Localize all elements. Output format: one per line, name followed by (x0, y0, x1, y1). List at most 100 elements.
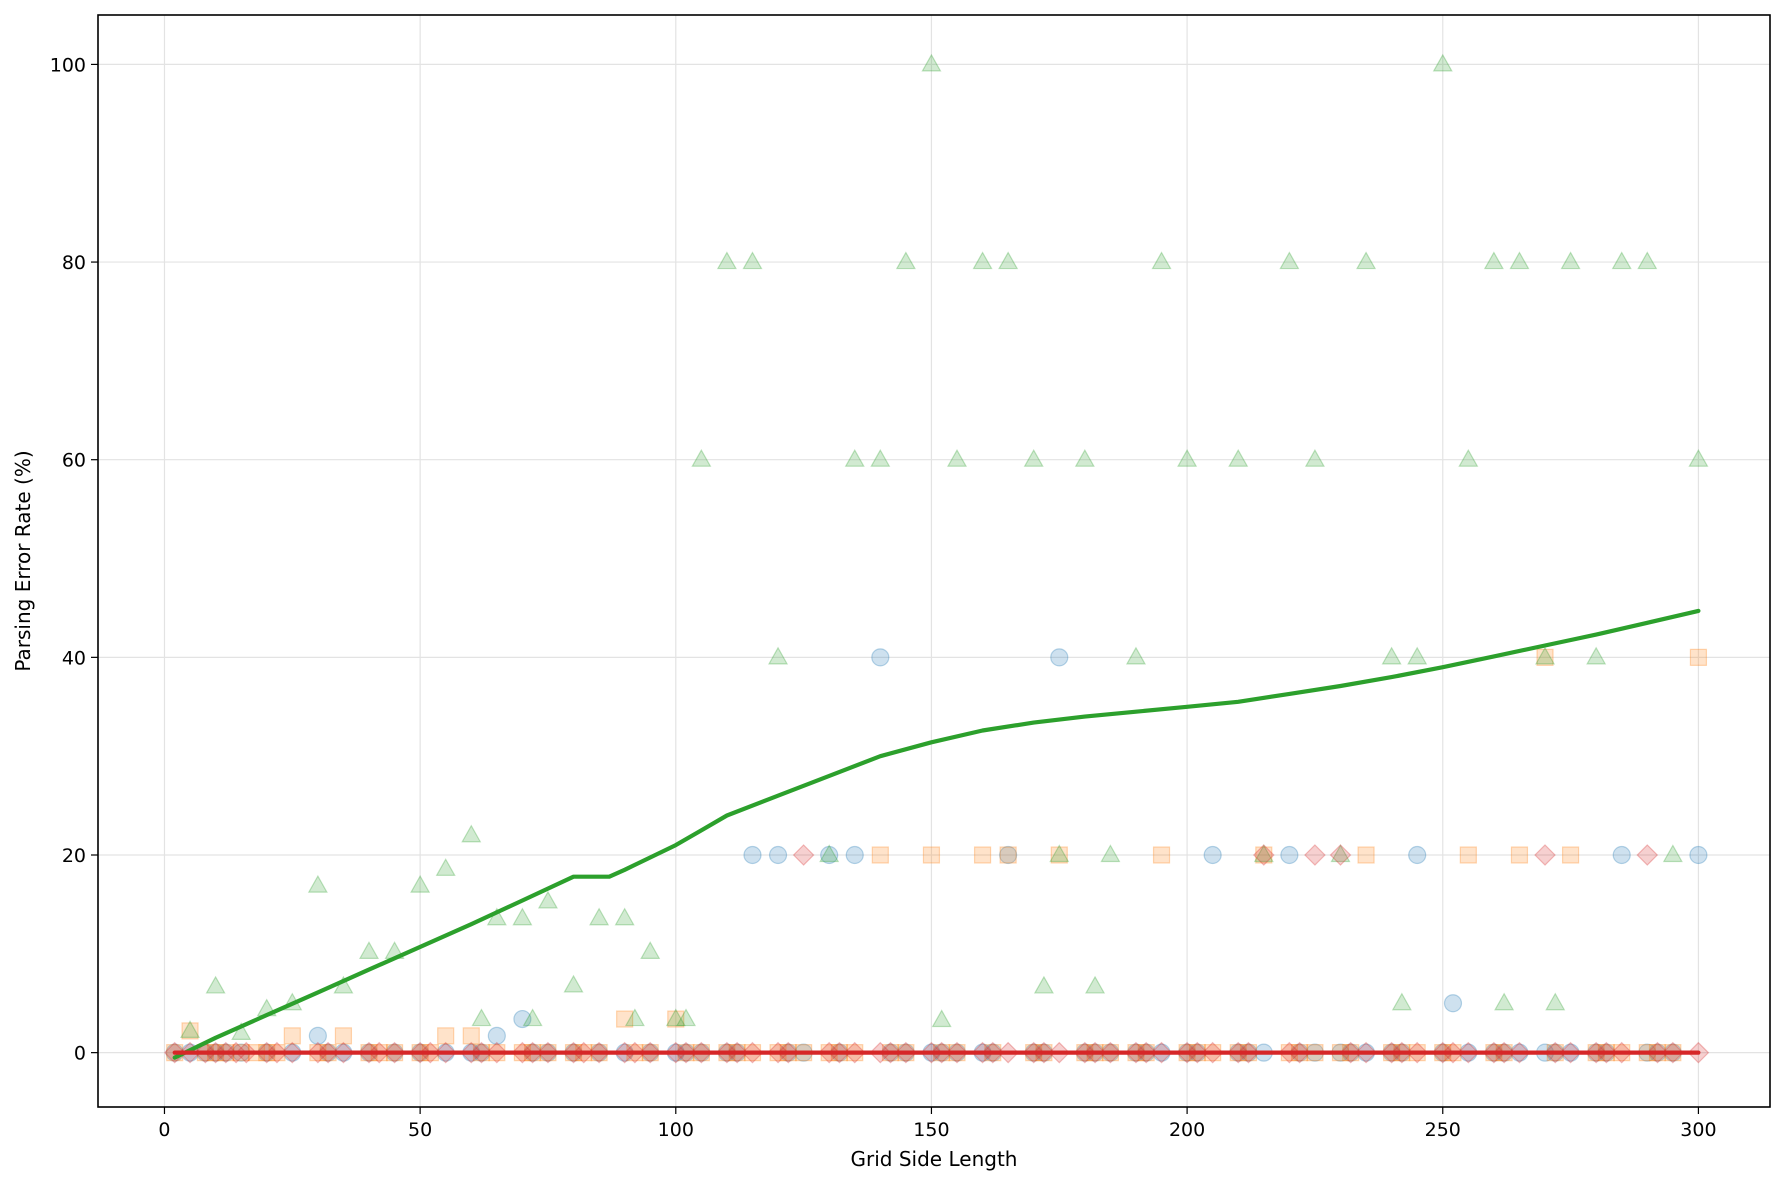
plot-area-frame (97, 14, 1771, 1108)
data-point-circle (1280, 845, 1299, 865)
data-point-diamond (1329, 844, 1352, 866)
data-point-triangle (716, 251, 737, 270)
data-point-triangle (931, 1009, 952, 1028)
data-point-triangle (691, 448, 712, 467)
data-point-triangle (307, 874, 328, 893)
y-tick-label: 100 (50, 54, 86, 76)
data-point-triangle (1432, 53, 1453, 72)
data-point-circle (513, 1009, 532, 1029)
x-tick-label: 150 (913, 1119, 949, 1141)
data-point-square (667, 1010, 685, 1028)
data-point-triangle (675, 1008, 697, 1027)
data-point-triangle (1586, 646, 1607, 665)
data-point-triangle (1458, 448, 1479, 467)
data-point-triangle (1637, 251, 1658, 270)
data-point-square (1561, 846, 1580, 864)
data-point-triangle (1545, 992, 1566, 1011)
data-point-triangle (537, 890, 558, 909)
data-point-triangle (461, 824, 482, 843)
data-point-triangle (819, 844, 840, 863)
data-point-circle (845, 845, 864, 865)
data-point-square (616, 1010, 634, 1028)
x-tick-label: 200 (1169, 1119, 1205, 1141)
data-point-triangle (1253, 844, 1274, 863)
data-point-square (922, 846, 941, 864)
data-point-square (334, 1027, 353, 1045)
data-point-triangle (1688, 448, 1709, 467)
data-point-triangle (1356, 251, 1377, 270)
y-tick-label: 0 (74, 1043, 86, 1065)
data-point-triangle (768, 646, 789, 665)
data-point-square (462, 1027, 480, 1045)
data-point-triangle (1074, 448, 1095, 467)
trend-line (172, 608, 1701, 1060)
data-point-diamond (1534, 844, 1556, 866)
data-point-triangle (1228, 448, 1249, 467)
data-point-triangle (946, 448, 968, 467)
data-point-circle (308, 1026, 327, 1045)
data-point-square (999, 846, 1017, 864)
x-tick-label: 0 (158, 1119, 170, 1141)
data-point-triangle (742, 251, 763, 270)
data-point-square (1510, 846, 1529, 864)
x-tick-label: 300 (1680, 1119, 1716, 1141)
data-point-triangle (435, 858, 456, 876)
data-point-square (1050, 846, 1068, 864)
data-point-triangle (471, 1008, 492, 1027)
data-point-triangle (1177, 448, 1198, 467)
data-point-circle (1689, 845, 1708, 865)
data-point-triangle (972, 251, 993, 270)
data-point-triangle (1662, 844, 1683, 863)
data-point-triangle (1560, 251, 1581, 270)
data-point-diamond (1304, 844, 1326, 866)
data-point-triangle (921, 53, 942, 72)
x-tick-label: 100 (658, 1119, 694, 1141)
data-point-triangle (870, 448, 891, 467)
data-point-circle (820, 845, 839, 865)
data-point-square (1152, 846, 1171, 864)
data-point-triangle (665, 1008, 686, 1027)
data-point-triangle (1023, 448, 1044, 467)
y-tick-label: 40 (62, 647, 86, 669)
data-point-triangle (410, 874, 431, 893)
x-axis-label: Grid Side Length (851, 1147, 1018, 1171)
data-point-triangle (1049, 844, 1070, 863)
data-point-diamond (1252, 844, 1275, 866)
data-point-diamond (792, 844, 815, 866)
data-point-triangle (624, 1008, 645, 1027)
data-point-square (181, 1022, 199, 1040)
data-point-triangle (563, 974, 584, 993)
data-point-triangle (998, 251, 1019, 270)
data-point-circle (1050, 648, 1069, 667)
data-point-triangle (231, 1022, 252, 1040)
data-point-triangle (1085, 975, 1106, 994)
data-point-circle (871, 648, 890, 667)
data-point-square (283, 1027, 301, 1045)
data-point-triangle (1151, 251, 1172, 270)
data-point-triangle (180, 1020, 201, 1039)
data-point-square (973, 846, 992, 864)
data-point-triangle (522, 1008, 543, 1027)
trend-lines (172, 608, 1701, 1060)
data-point-square (1459, 846, 1477, 864)
data-point-triangle (614, 907, 635, 926)
data-point-circle (743, 845, 762, 865)
data-point-triangle (205, 975, 226, 994)
data-point-diamond (1636, 844, 1659, 866)
x-tick-label: 50 (408, 1119, 432, 1141)
data-point-square (1536, 648, 1554, 666)
data-point-circle (1203, 845, 1222, 865)
data-point-triangle (1033, 975, 1054, 994)
data-point-square (1357, 846, 1375, 864)
data-point-square (871, 846, 889, 864)
data-point-triangle (1279, 251, 1300, 270)
data-point-triangle (1611, 251, 1632, 270)
y-tick-label: 20 (62, 845, 86, 867)
y-axis-label: Parsing Error Rate (%) (11, 450, 35, 671)
data-point-triangle (1483, 251, 1504, 270)
data-point-triangle (1125, 646, 1146, 665)
data-point-triangle (1100, 844, 1121, 863)
y-tick-label: 80 (62, 252, 86, 274)
series-triangle (180, 53, 1709, 1040)
